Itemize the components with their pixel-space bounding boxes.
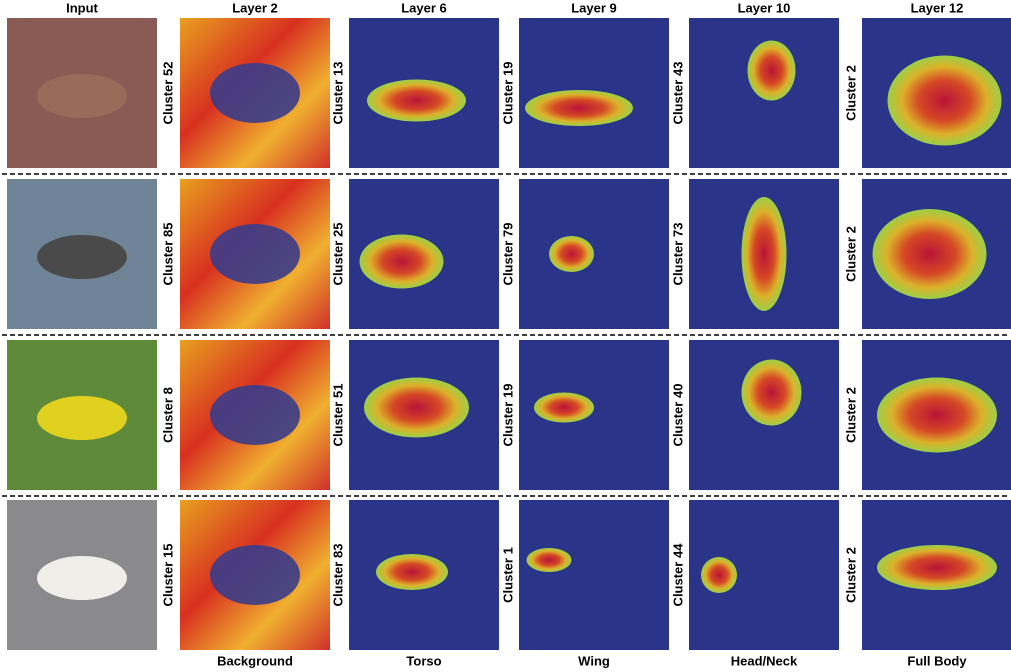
- heat-blob: [888, 56, 1002, 146]
- masked-bird: [210, 385, 300, 445]
- cluster-label: Cluster 19: [500, 62, 515, 125]
- cluster-label: Cluster 2: [843, 226, 858, 282]
- bird: [37, 235, 127, 279]
- heat-blob: [877, 545, 997, 590]
- heat-blob: [549, 236, 594, 272]
- heat-blob: [367, 80, 466, 122]
- column-header: Layer 12: [911, 0, 964, 15]
- bird: [37, 556, 127, 600]
- bird: [37, 396, 127, 440]
- cluster-label: Cluster 73: [670, 223, 685, 286]
- cluster-label: Cluster 13: [330, 62, 345, 125]
- column-header: Layer 2: [232, 0, 278, 15]
- cluster-label: Cluster 19: [500, 384, 515, 447]
- cluster-label: Cluster 43: [670, 62, 685, 125]
- cluster-label: Cluster 2: [843, 387, 858, 443]
- column-header: Layer 9: [571, 0, 617, 15]
- cluster-label: Cluster 1: [500, 547, 515, 603]
- heat-blob: [701, 557, 737, 593]
- heat-blob: [376, 554, 448, 590]
- cluster-label: Cluster 79: [500, 223, 515, 286]
- heat-blob: [534, 393, 594, 423]
- bird: [37, 74, 127, 118]
- heat-blob: [527, 548, 572, 572]
- cluster-label: Cluster 85: [160, 223, 175, 286]
- column-footer: Torso: [406, 653, 441, 668]
- masked-bird: [210, 545, 300, 605]
- column-footer: Background: [217, 653, 293, 668]
- cluster-label: Cluster 83: [330, 544, 345, 607]
- heat-blob: [873, 209, 987, 299]
- cluster-label: Cluster 44: [670, 543, 685, 607]
- cluster-label: Cluster 25: [330, 223, 345, 286]
- column-header: Layer 10: [738, 0, 791, 15]
- heat-blob: [742, 197, 787, 311]
- heat-blob: [360, 235, 444, 289]
- cluster-label: Cluster 8: [160, 387, 175, 443]
- cluster-label: Cluster 40: [670, 384, 685, 447]
- column-header: Layer 6: [401, 0, 447, 15]
- column-header: Input: [66, 0, 98, 15]
- figure: Input Layer 2 Layer 6 Layer 9 Layer 10 Layer …: [0, 0, 1011, 672]
- heat-blob: [742, 360, 802, 426]
- cluster-label: Cluster 51: [330, 384, 345, 447]
- heat-blob: [364, 378, 469, 438]
- column-footer: Head/Neck: [731, 653, 798, 668]
- column-footer: Full Body: [907, 653, 967, 668]
- column-footer: Wing: [578, 653, 610, 668]
- heatmap: [519, 500, 669, 650]
- cluster-label: Cluster 2: [843, 547, 858, 603]
- masked-bird: [210, 224, 300, 284]
- cluster-label: Cluster 2: [843, 65, 858, 121]
- heat-blob: [525, 90, 633, 126]
- cluster-label: Cluster 52: [160, 62, 175, 125]
- heat-blob: [877, 378, 997, 453]
- heat-blob: [748, 41, 796, 101]
- masked-bird: [210, 63, 300, 123]
- cluster-label: Cluster 15: [160, 544, 175, 607]
